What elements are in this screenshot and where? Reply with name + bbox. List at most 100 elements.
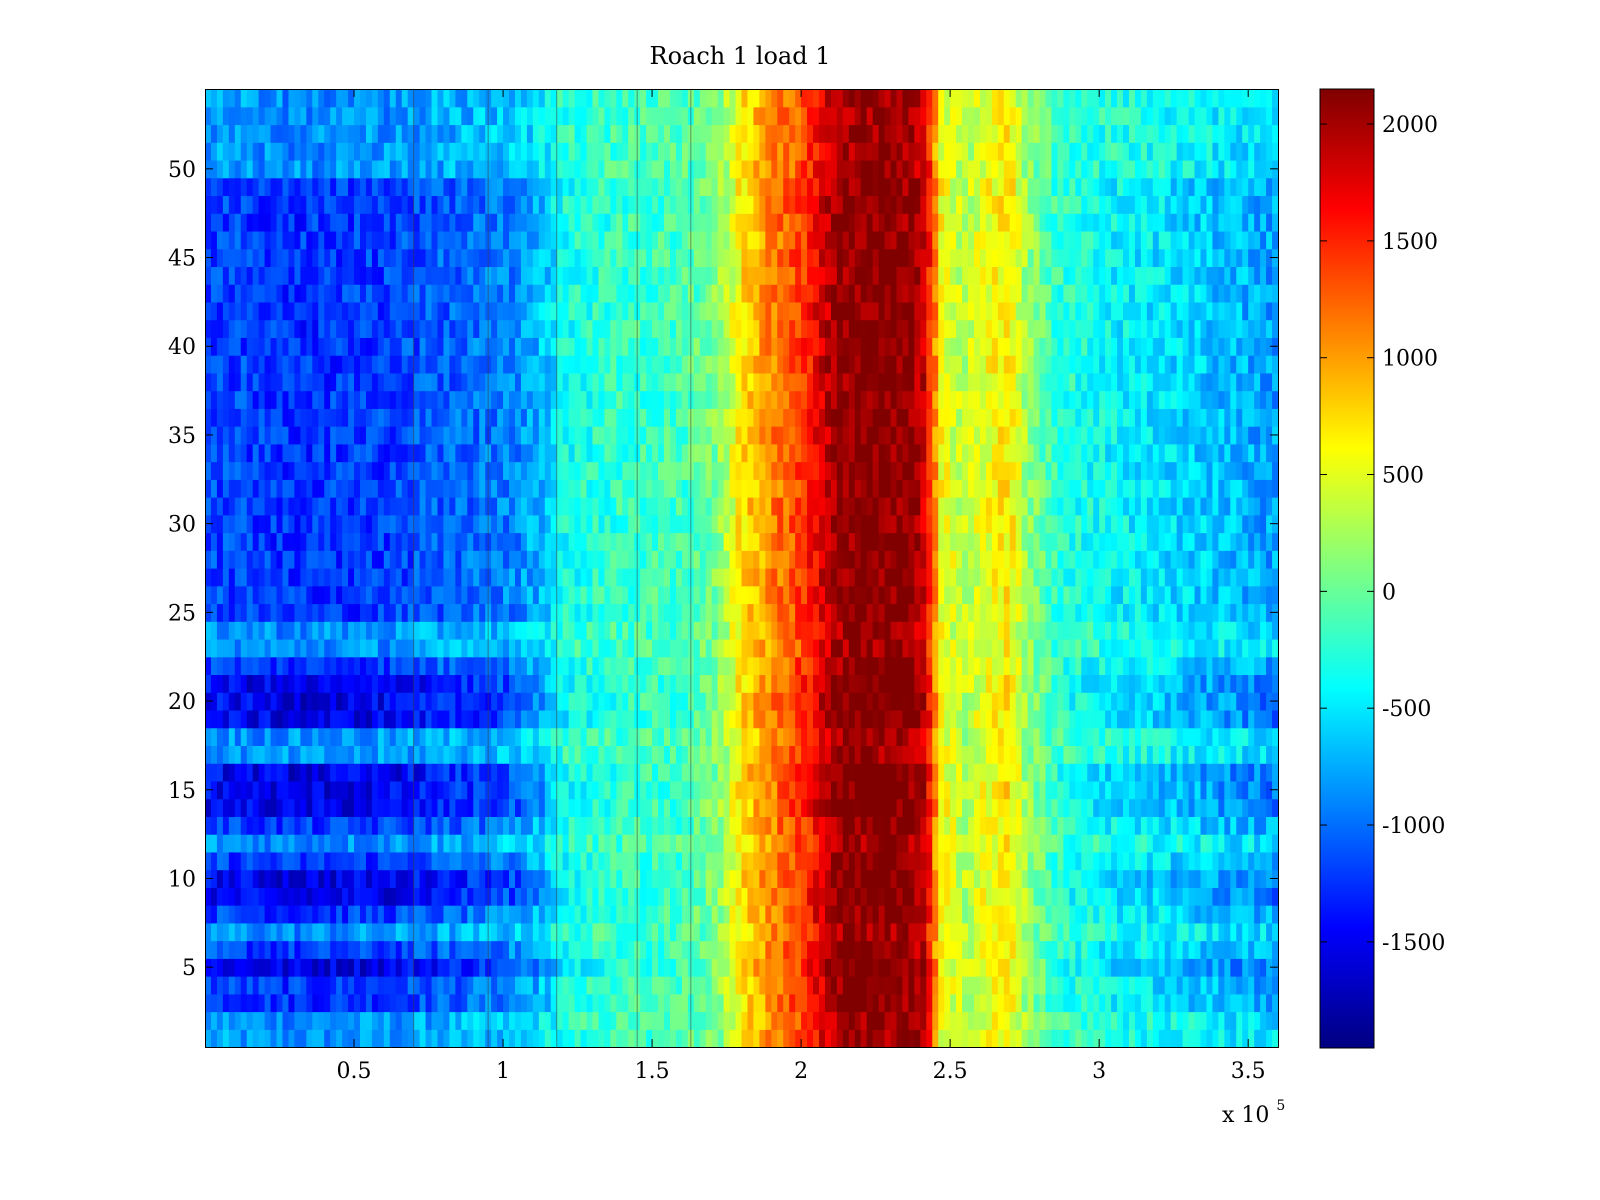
heatmap-cell xyxy=(872,621,880,640)
heatmap-cell xyxy=(962,674,969,693)
heatmap-cell xyxy=(1003,568,1011,587)
heatmap-cell xyxy=(1015,656,1023,676)
heatmap-cell xyxy=(842,922,850,942)
heatmap-cell xyxy=(1093,745,1100,764)
heatmap-cell xyxy=(658,674,665,693)
heatmap-cell xyxy=(807,568,814,587)
heatmap-cell xyxy=(669,958,677,977)
heatmap-cell xyxy=(1200,727,1208,747)
heatmap-cell xyxy=(962,851,969,871)
heatmap-cell xyxy=(902,674,910,693)
heatmap-cell xyxy=(1081,940,1088,959)
heatmap-cell xyxy=(216,1029,224,1048)
heatmap-cell xyxy=(437,816,445,835)
heatmap-cell xyxy=(908,585,915,605)
heatmap-cell xyxy=(252,568,260,587)
heatmap-cell xyxy=(681,976,689,995)
heatmap-cell xyxy=(962,798,969,817)
heatmap-cell xyxy=(1128,656,1136,676)
heatmap-cell xyxy=(926,976,933,995)
heatmap-cell xyxy=(1146,993,1154,1013)
heatmap-cell xyxy=(216,851,224,871)
heatmap-cell xyxy=(890,976,898,995)
heatmap-cell xyxy=(258,993,266,1013)
heatmap-cell xyxy=(300,780,307,800)
heatmap-cell xyxy=(1057,709,1064,729)
heatmap-cell xyxy=(991,780,999,800)
heatmap-cell xyxy=(902,958,910,977)
heatmap-cell xyxy=(920,922,927,942)
heatmap-cell xyxy=(1051,798,1059,817)
heatmap-cell xyxy=(538,922,546,942)
heatmap-cell xyxy=(455,709,462,729)
heatmap-cell xyxy=(228,869,236,888)
heatmap-cell xyxy=(580,851,588,871)
heatmap-cell xyxy=(288,638,296,658)
heatmap-cell xyxy=(365,798,373,817)
heatmap-cell xyxy=(306,638,313,658)
heatmap-cell xyxy=(968,692,975,711)
heatmap-cell xyxy=(795,727,802,747)
heatmap-cell xyxy=(1182,638,1190,658)
heatmap-cell xyxy=(467,940,474,959)
heatmap-cell xyxy=(723,1029,731,1048)
heatmap-cell xyxy=(1200,1011,1208,1030)
heatmap-cell xyxy=(777,993,784,1013)
heatmap-cell xyxy=(640,585,647,605)
heatmap-cell xyxy=(801,585,808,605)
heatmap-cell xyxy=(1194,638,1202,658)
heatmap-cell xyxy=(1182,816,1190,835)
heatmap-cell xyxy=(747,745,755,764)
heatmap-cell xyxy=(956,851,963,871)
heatmap-cell xyxy=(932,976,939,995)
heatmap-cell xyxy=(514,621,522,640)
heatmap-cell xyxy=(807,851,814,871)
heatmap-cell xyxy=(765,568,772,587)
heatmap-cell xyxy=(514,905,522,924)
heatmap-cell xyxy=(997,834,1005,853)
heatmap-cell xyxy=(991,816,999,835)
heatmap-cell xyxy=(813,568,820,587)
heatmap-cell xyxy=(884,993,892,1013)
heatmap-cell xyxy=(741,585,749,605)
heatmap-cell xyxy=(389,851,397,871)
heatmap-cell xyxy=(717,727,725,747)
heatmap-cell xyxy=(640,887,647,906)
heatmap-cell xyxy=(1146,709,1154,729)
heatmap-cell xyxy=(741,1011,749,1030)
heatmap-cell xyxy=(455,851,462,871)
heatmap-cell xyxy=(1087,816,1094,835)
heatmap-cell xyxy=(973,568,981,587)
heatmap-cell xyxy=(509,745,516,764)
heatmap-cell xyxy=(628,958,635,977)
heatmap-cell xyxy=(330,851,337,871)
heatmap-cell xyxy=(646,727,653,747)
heatmap-cell xyxy=(872,816,880,835)
heatmap-cell xyxy=(1003,958,1011,977)
heatmap-cell xyxy=(985,834,993,853)
heatmap-cell xyxy=(890,745,898,764)
heatmap-cell xyxy=(1105,922,1112,942)
heatmap-cell xyxy=(878,585,886,605)
heatmap-cell xyxy=(717,568,725,587)
heatmap-cell xyxy=(1140,922,1148,942)
heatmap-cell xyxy=(1230,603,1237,622)
heatmap-cell xyxy=(628,993,635,1013)
heatmap-cell xyxy=(330,993,337,1013)
heatmap-cell xyxy=(312,958,319,977)
heatmap-cell xyxy=(1009,692,1017,711)
heatmap-cell xyxy=(830,1011,838,1030)
heatmap-cell xyxy=(675,816,683,835)
heatmap-cell xyxy=(920,692,927,711)
heatmap-cell xyxy=(902,550,910,569)
heatmap-cell xyxy=(264,568,272,587)
heatmap-cell xyxy=(348,798,355,817)
heatmap-cell xyxy=(1081,993,1088,1013)
heatmap-cell xyxy=(562,976,570,995)
heatmap-cell xyxy=(1033,940,1041,959)
heatmap-cell xyxy=(795,763,802,782)
heatmap-cell xyxy=(896,745,904,764)
heatmap-cell xyxy=(956,1029,963,1048)
heatmap-cell xyxy=(854,550,862,569)
heatmap-cell xyxy=(509,727,516,747)
